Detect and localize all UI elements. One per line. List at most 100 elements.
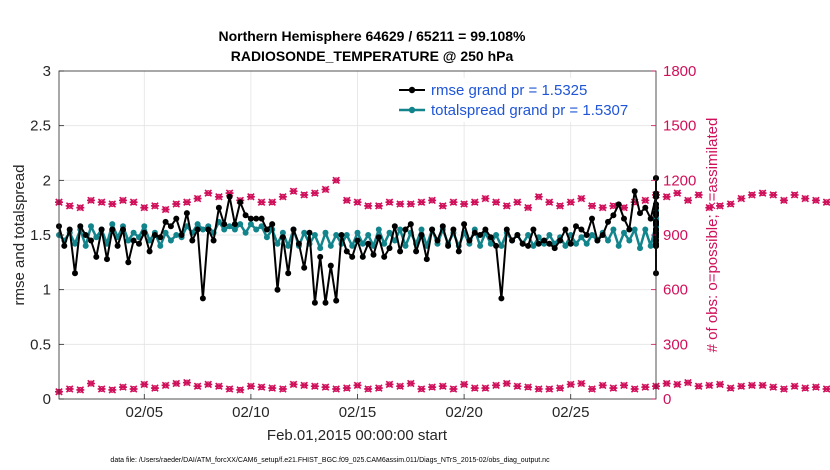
obs-possible-marker [364,202,373,210]
totalspread-point [418,226,425,233]
rmse-point [258,215,265,222]
rmse-point [599,232,606,238]
obs-assimilated-marker [481,384,490,392]
totalspread-point [621,229,627,236]
rmse-point [375,234,382,241]
totalspread-point [493,232,500,238]
y-left-tick-label: 2.5 [30,118,51,135]
obs-assimilated-marker [545,385,554,393]
rmse-point [631,188,638,195]
obs-assimilated-marker-ring [429,384,436,391]
obs-assimilated-marker-ring [823,385,830,392]
totalspread-point [615,242,622,249]
obs-assimilated-marker-ring [503,380,510,387]
obs-possible-marker-ring [87,197,94,204]
obs-possible-marker [492,198,501,206]
rmse-point [88,237,94,244]
rmse-point [493,242,500,249]
totalspread-point [578,234,585,241]
obs-assimilated-marker [715,380,724,389]
totalspread-point [402,242,409,249]
obs-assimilated-marker [268,384,277,392]
rmse-point [445,242,452,249]
totalspread-point [226,223,233,230]
totalspread-point [194,221,201,228]
rmse-point [610,212,617,219]
totalspread-point [498,242,505,249]
rmse-point [77,223,84,230]
obs-possible-marker [353,198,362,206]
obs-possible-marker [417,198,426,206]
rmse-point [173,215,180,222]
obs-possible-marker-ring [450,199,457,206]
rmse-point [72,270,78,277]
footnote-data-file: data file: /Users/raeder/DAI/ATM_forcXX/… [110,457,550,464]
obs-assimilated-marker-ring [482,385,489,392]
totalspread-point [365,232,372,238]
obs-assimilated-marker-ring [173,380,180,387]
obs-possible-marker-ring [567,199,574,206]
rmse-point [157,234,164,241]
obs-assimilated-marker [598,381,607,390]
rmse-point [423,256,430,263]
totalspread-point [157,242,164,249]
obs-possible-marker [214,192,223,201]
obs-assimilated-marker [140,380,149,389]
obs-possible-marker-ring [98,199,105,206]
rmse-point [434,237,441,244]
rmse-point [509,237,516,244]
totalspread-point [530,242,537,249]
obs-possible-marker-ring [770,191,777,198]
obs-possible-marker-ring [674,190,681,197]
rmse-point [482,226,489,233]
rmse-point [82,232,89,238]
obs-possible-marker [705,203,714,212]
totalspread-point [626,237,633,244]
obs-possible-marker [204,189,213,197]
obs-possible-marker [321,185,330,194]
obs-possible-marker-ring [375,202,382,209]
rmse-point [151,232,158,238]
rmse-point [189,237,196,244]
obs-possible-marker-ring [727,201,734,208]
obs-assimilated-marker-ring [695,383,702,390]
totalspread-point [279,229,286,236]
obs-assimilated-marker [470,384,479,392]
obs-possible-marker [300,191,309,199]
totalspread-point [343,232,350,238]
obs-assimilated-marker-ring [546,385,553,392]
obs-possible-marker-ring [791,191,798,198]
obs-possible-marker [545,198,554,206]
rmse-point [66,226,73,233]
obs-possible-marker [769,191,778,199]
obs-assimilated-marker-ring [205,381,212,388]
legend-rmse-marker [408,86,416,94]
rmse-point [61,242,68,249]
obs-possible-marker-ring [748,191,755,198]
rmse-point [477,232,484,238]
obs-assimilated-marker-ring [365,385,372,392]
y-left-tick-label: 2 [43,172,51,189]
obs-possible-marker [97,198,106,206]
obs-possible-marker-ring [343,197,350,204]
totalspread-point [237,221,244,228]
obs-assimilated-marker-ring [514,383,521,390]
rmse-point [439,223,446,230]
obs-assimilated-marker-ring [567,381,574,388]
obs-assimilated-marker [150,384,159,392]
totalspread-point [242,229,249,236]
totalspread-point [525,232,532,238]
obs-assimilated-marker-ring [183,379,190,386]
obs-possible-marker-ring [301,191,308,198]
obs-assimilated-marker [428,383,437,391]
rmse-point [402,226,409,233]
totalspread-point [167,237,174,244]
obs-assimilated-marker [417,385,426,393]
rmse-point [311,299,318,306]
chart-title-line1: Northern Hemisphere 64629 / 65211 = 99.1… [218,28,526,44]
obs-assimilated-marker-ring [727,385,734,392]
obs-assimilated-marker-ring [237,386,244,393]
obs-possible-marker [620,203,629,212]
obs-assimilated-marker [758,381,767,390]
